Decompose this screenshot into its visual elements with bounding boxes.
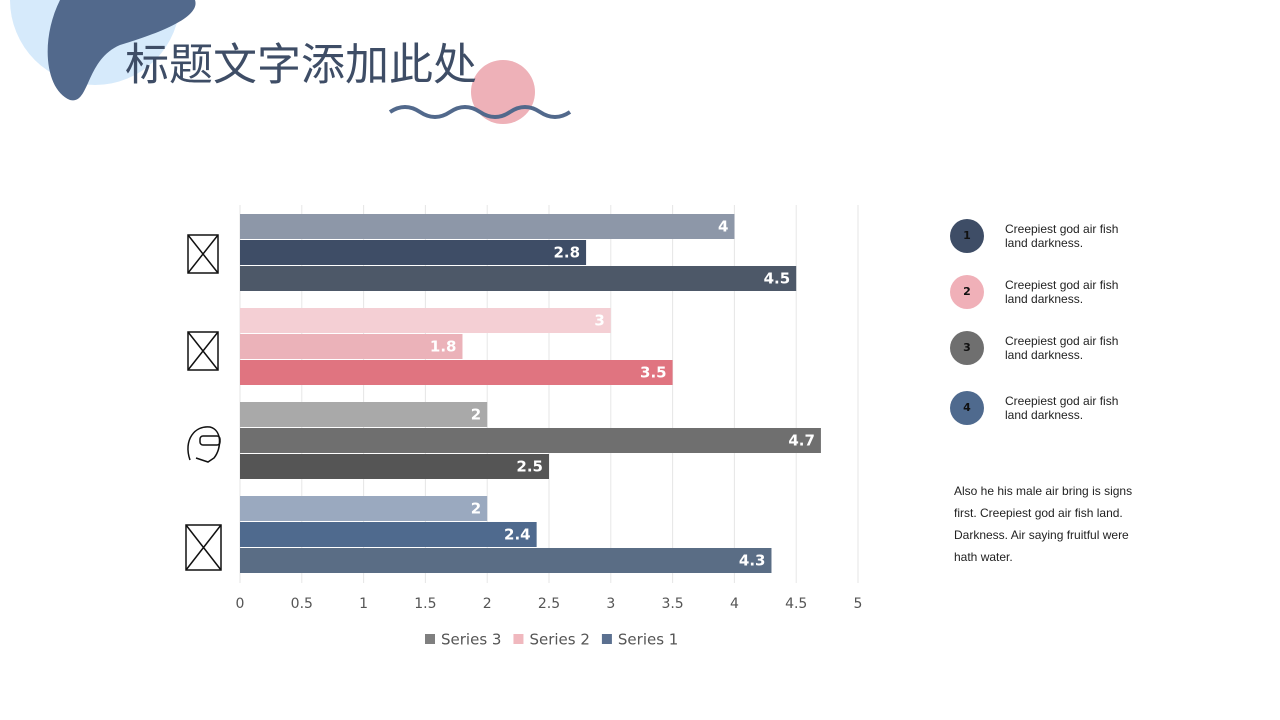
- note-text: Creepiest god air fish land darkness.: [1005, 334, 1119, 362]
- x-tick-label: 0.5: [291, 596, 313, 612]
- note-number: 1: [963, 229, 971, 242]
- data-label: 4.7: [788, 432, 815, 450]
- data-label: 2: [471, 406, 481, 424]
- data-label: 3: [594, 312, 604, 330]
- note-text: Creepiest god air fish land darkness.: [1005, 394, 1119, 422]
- bar: [240, 402, 488, 427]
- bar: [240, 214, 735, 239]
- x-tick-label: 2.5: [538, 596, 560, 612]
- legend-label: Series 2: [529, 631, 589, 649]
- note-number: 3: [963, 341, 971, 354]
- note-number: 2: [963, 285, 971, 298]
- bar: [240, 428, 821, 453]
- bar: [240, 308, 611, 333]
- paragraph: Also he his male air bring is signs firs…: [954, 484, 1133, 564]
- bar: [240, 266, 797, 291]
- bar: [240, 454, 549, 479]
- data-label: 2.5: [516, 458, 543, 476]
- bar: [240, 548, 772, 573]
- x-tick-label: 3.5: [661, 596, 683, 612]
- data-label: 1.8: [430, 338, 457, 356]
- note-text: Creepiest god air fish land darkness.: [1005, 222, 1119, 250]
- bar: [240, 360, 673, 385]
- legend-swatch: [513, 634, 524, 644]
- legend-label: Series 3: [441, 631, 501, 649]
- note-text: Creepiest god air fish land darkness.: [1005, 278, 1119, 306]
- note-number: 4: [963, 401, 971, 414]
- data-label: 2.8: [554, 244, 581, 262]
- x-tick-label: 2: [483, 596, 492, 612]
- x-tick-label: 1.5: [414, 596, 436, 612]
- decor-wave: [388, 105, 572, 119]
- decor-blob: [47, 0, 196, 101]
- x-tick-label: 5: [854, 596, 863, 612]
- data-label: 4.5: [764, 270, 791, 288]
- x-tick-label: 0: [236, 596, 245, 612]
- x-tick-label: 1: [359, 596, 368, 612]
- x-tick-label: 4.5: [785, 596, 807, 612]
- icons: [185, 234, 222, 571]
- data-label: 2: [471, 500, 481, 518]
- bar: [240, 522, 537, 547]
- note-badge: [950, 219, 984, 253]
- legend-swatch: [601, 634, 612, 644]
- note-badge: [950, 275, 984, 309]
- data-label: 2.4: [504, 526, 531, 544]
- data-label: 4: [718, 218, 728, 236]
- x-tick-label: 3: [606, 596, 615, 612]
- bar: [240, 240, 587, 265]
- bar: [240, 334, 463, 359]
- title: 标题文字添加此处: [125, 40, 477, 91]
- x-tick-label: 4: [730, 596, 739, 612]
- note-badge: [950, 391, 984, 425]
- legend-label: Series 1: [618, 631, 678, 649]
- note-badge: [950, 331, 984, 365]
- data-label: 4.3: [739, 552, 766, 570]
- legend-swatch: [425, 634, 435, 644]
- bar: [240, 496, 488, 521]
- data-label: 3.5: [640, 364, 667, 382]
